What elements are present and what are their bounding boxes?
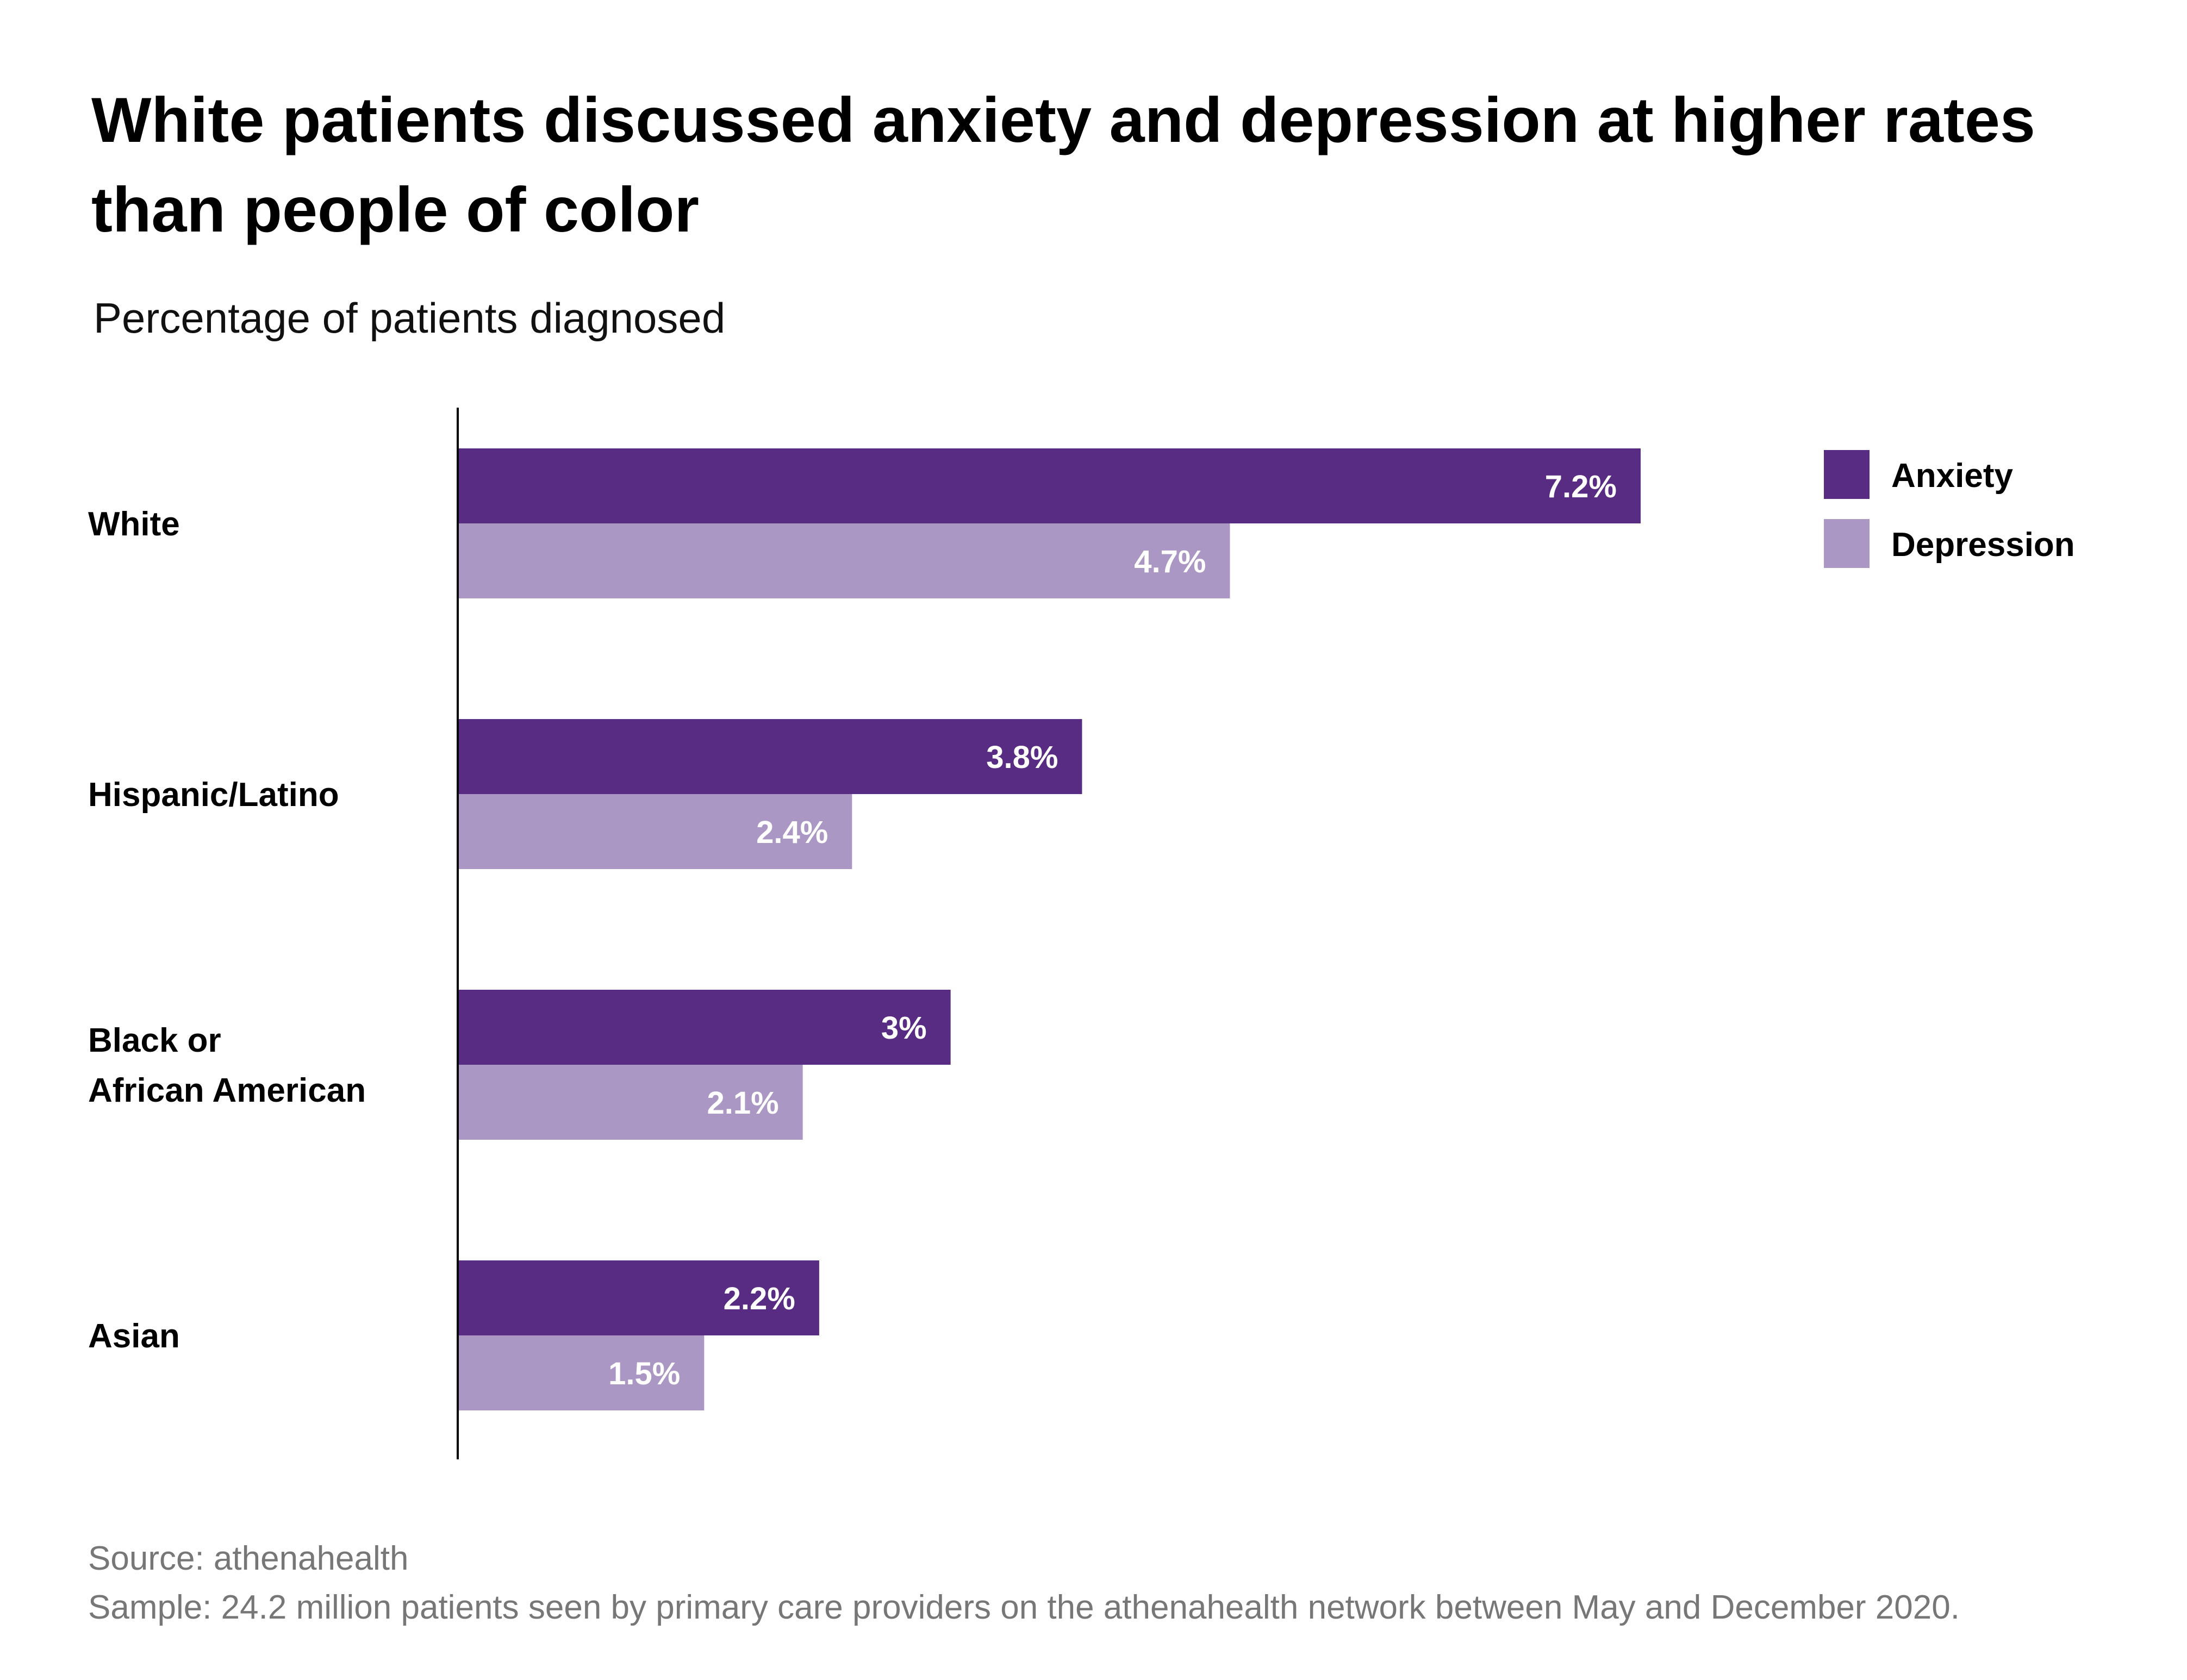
bar-value-label: 4.7% (1134, 544, 1206, 579)
bar-chart: White 7.2% 4.7% Hispanic/Latino 3.8% 2.4% Blac… (88, 408, 2075, 1459)
legend-swatch-anxiety (1824, 450, 1870, 499)
bar-depression (458, 1065, 803, 1140)
chart-title: White patients discussed anxiety and dep… (91, 84, 2035, 245)
bar-value-label: 3.8% (986, 740, 1058, 775)
bar-anxiety (458, 1260, 819, 1335)
legend-label-anxiety: Anxiety (1891, 457, 2013, 495)
bar-depression (458, 523, 1230, 598)
bar-depression (458, 794, 852, 869)
bar-value-label: 3% (881, 1010, 927, 1046)
category-label: Asian (88, 1317, 180, 1355)
legend-swatch-depression (1824, 519, 1870, 568)
bar-anxiety (458, 990, 951, 1065)
bar-depression (458, 1335, 705, 1410)
legend-label-depression: Depression (1891, 526, 2075, 564)
bar-anxiety (458, 448, 1641, 523)
category-label: White (88, 505, 180, 543)
category-label: Hispanic/Latino (88, 776, 339, 814)
source-note: Source: athenahealth (88, 1540, 409, 1577)
bar-value-label: 7.2% (1545, 469, 1617, 504)
category-label: Black or African American (88, 1022, 366, 1109)
chart-subtitle: Percentage of patients diagnosed (94, 294, 726, 342)
bar-value-label: 2.1% (707, 1085, 778, 1121)
bar-value-label: 2.2% (724, 1281, 795, 1316)
sample-note: Sample: 24.2 million patients seen by pr… (88, 1589, 1960, 1626)
bar-value-label: 2.4% (756, 815, 828, 850)
bar-anxiety (458, 719, 1082, 794)
bar-value-label: 1.5% (608, 1356, 680, 1391)
